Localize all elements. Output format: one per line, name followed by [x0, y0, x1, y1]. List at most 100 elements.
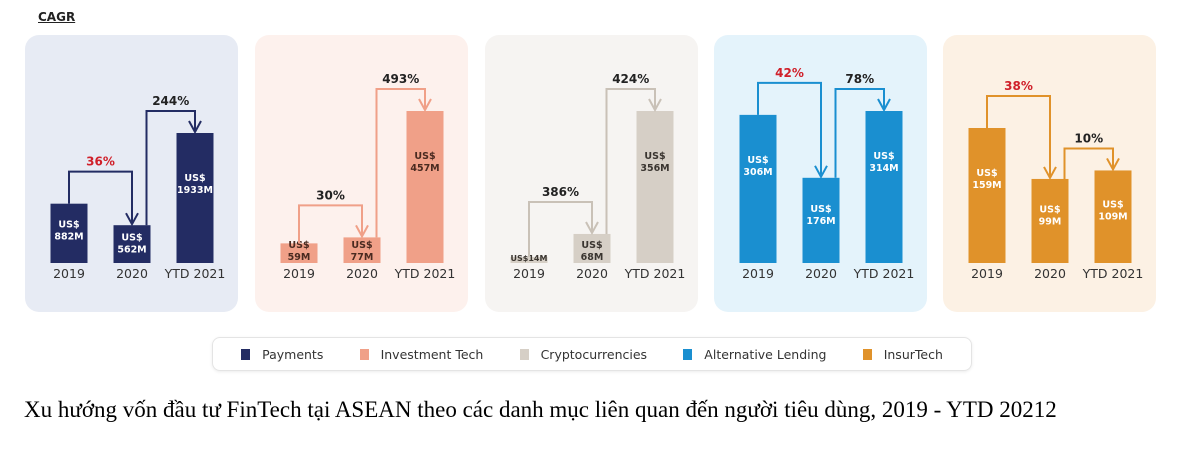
bar	[802, 177, 840, 263]
year-label: 2020	[805, 266, 837, 281]
bar-value-label: US$	[121, 232, 142, 243]
legend-label: Cryptocurrencies	[540, 346, 648, 362]
cagr-arrow	[757, 81, 822, 175]
cagr-arrow	[375, 88, 426, 238]
cagr-arrow	[68, 170, 133, 223]
legend-item-insurtech: InsurTech	[862, 347, 943, 362]
bar-value-label: 68M	[581, 252, 604, 263]
bar-value-label: US$14M	[511, 254, 548, 263]
arrowhead-icon	[1043, 166, 1057, 181]
year-label: 2020	[1034, 266, 1066, 281]
arrowhead-icon	[1106, 157, 1120, 172]
legend-swatch	[683, 348, 693, 360]
year-label: 2019	[742, 266, 774, 281]
bar-value-label: US$	[351, 240, 372, 251]
legend-swatch	[359, 348, 369, 360]
bar-value-label: 77M	[351, 252, 374, 263]
legend-item-investment-tech: Investment Tech	[359, 346, 484, 362]
year-label: 2019	[53, 266, 85, 281]
cagr-arrow	[298, 204, 363, 244]
legend-item-alternative-lending: Alternative Lending	[683, 347, 826, 362]
arrowhead-icon	[418, 98, 432, 113]
bar-value-label: 159M	[972, 180, 1001, 191]
cagr-heading: CAGR	[38, 10, 76, 24]
legend-label: Investment Tech	[380, 346, 484, 362]
legend-swatch	[241, 348, 251, 360]
figure-caption: Xu hướng vốn đầu tư FinTech tại ASEAN th…	[24, 397, 1057, 422]
year-label: YTD 2021	[164, 266, 226, 281]
bar-value-label: 457M	[410, 163, 439, 174]
bar-value-label: US$	[644, 151, 665, 162]
bar-value-label: US$	[810, 204, 831, 215]
bar	[406, 111, 444, 263]
arrowhead-icon	[585, 221, 599, 236]
bar-value-label: 109M	[1098, 211, 1127, 222]
cagr-label: 42%	[775, 66, 804, 80]
bar-value-label: US$	[184, 173, 205, 184]
legend-label: Alternative Lending	[704, 346, 827, 362]
bar	[1094, 170, 1132, 263]
bar-value-label: US$	[58, 219, 79, 230]
cagr-label: 36%	[86, 155, 115, 169]
bar-value-label: US$	[976, 168, 997, 179]
bar	[1031, 178, 1069, 263]
bar	[739, 114, 777, 263]
year-label: 2019	[971, 266, 1003, 281]
bar	[176, 133, 214, 263]
arrowhead-icon	[125, 212, 139, 227]
arrowhead-icon	[814, 165, 828, 179]
cagr-label: 386%	[542, 185, 579, 199]
bar-value-label: 562M	[117, 244, 146, 255]
cagr-arrow	[986, 95, 1051, 176]
bar-value-label: US$	[873, 151, 894, 162]
bar-value-label: US$	[1102, 199, 1123, 210]
arrowhead-icon	[648, 98, 662, 113]
bar-value-label: 176M	[806, 216, 835, 227]
legend-item-cryptocurrencies: Cryptocurrencies	[519, 346, 648, 362]
arrowhead-icon	[355, 224, 369, 239]
year-label: 2019	[513, 266, 545, 281]
year-label: YTD 2021	[394, 266, 456, 281]
bar	[280, 243, 318, 263]
arrowhead-icon	[188, 120, 202, 135]
legend-label: Payments	[262, 346, 324, 362]
bar-value-label: US$	[414, 151, 435, 162]
cagr-arrow	[605, 88, 656, 234]
bar-value-label: 59M	[288, 252, 311, 263]
year-label: 2020	[116, 266, 148, 281]
legend-swatch	[862, 348, 872, 360]
cagr-label: 78%	[845, 72, 874, 86]
bar	[113, 225, 151, 263]
cagr-label: 244%	[152, 94, 189, 108]
bar-value-label: US$	[288, 240, 309, 251]
bar-value-label: 356M	[640, 163, 669, 174]
bar-value-label: 314M	[869, 163, 898, 174]
bar-value-label: US$	[1039, 205, 1060, 216]
bar-value-label: 306M	[743, 167, 772, 178]
cagr-arrow	[145, 110, 196, 226]
bar-value-label: 1933M	[177, 185, 213, 196]
bar	[343, 237, 381, 263]
cagr-label: 38%	[1004, 79, 1033, 93]
bar	[636, 111, 674, 263]
bar-value-label: 882M	[54, 231, 83, 242]
legend-swatch	[519, 348, 529, 360]
bar	[968, 128, 1006, 263]
arrowhead-icon	[877, 98, 891, 113]
cagr-arrow	[834, 88, 885, 178]
bar	[510, 257, 548, 263]
year-label: YTD 2021	[853, 266, 915, 281]
bar	[573, 233, 611, 263]
cagr-arrow	[1063, 147, 1114, 179]
year-label: 2020	[346, 266, 378, 281]
cagr-arrow	[528, 200, 593, 258]
bar-value-label: US$	[747, 155, 768, 166]
cagr-label: 493%	[382, 72, 419, 86]
bar-value-label: 99M	[1039, 217, 1062, 228]
year-label: 2020	[576, 266, 608, 281]
cagr-label: 30%	[316, 188, 345, 202]
cagr-label: 424%	[612, 72, 649, 86]
